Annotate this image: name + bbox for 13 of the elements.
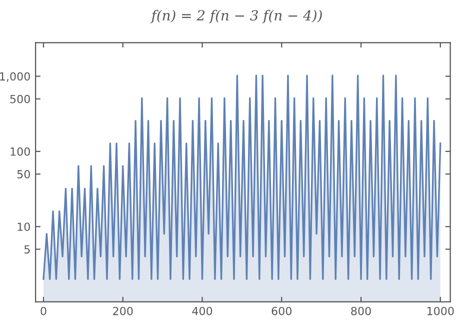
y-tick-label: 5	[24, 245, 30, 254]
y-tick-label: 500	[10, 94, 30, 104]
chart-title: f(n) = 2 f(n − 3 f(n − 4))	[150, 10, 322, 24]
x-tick-label: 400	[192, 306, 212, 316]
y-tick-label: 10	[18, 222, 30, 231]
x-tick-label: 1000	[427, 306, 454, 316]
x-tick-label: 600	[272, 306, 292, 316]
x-tick-label: 800	[351, 306, 371, 316]
x-tick-label: 0	[40, 306, 46, 316]
x-tick-label: 200	[113, 306, 133, 316]
y-tick-label: 1,000	[0, 72, 30, 82]
y-tick-label: 50	[17, 170, 30, 178]
y-tick-label: 100	[10, 147, 30, 156]
